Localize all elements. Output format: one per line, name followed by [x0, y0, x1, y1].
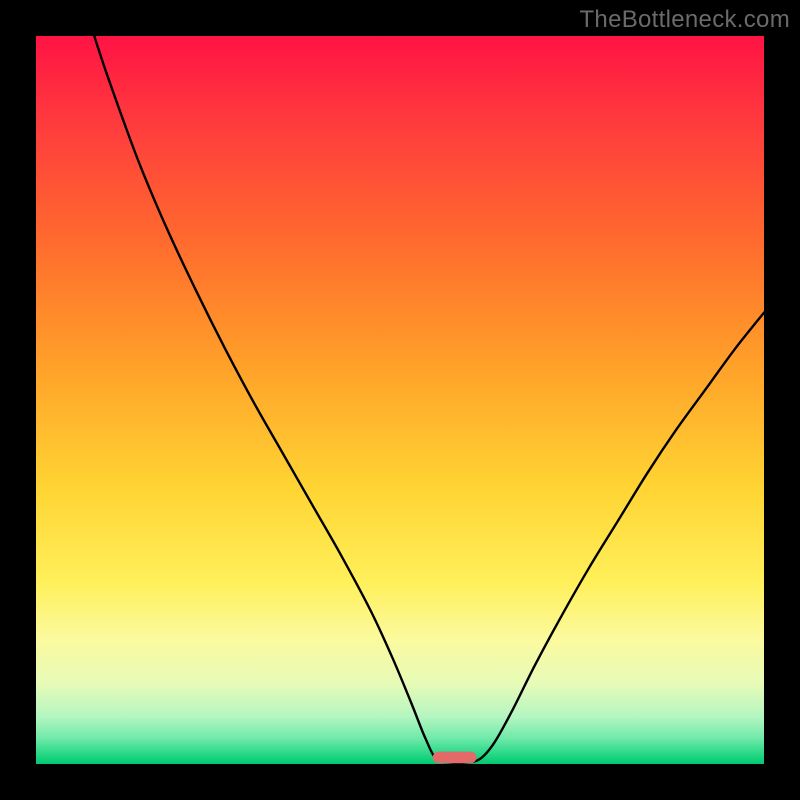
chart-stage: TheBottleneck.com	[0, 0, 800, 800]
plot-area	[36, 36, 764, 764]
optimal-balance-marker	[433, 752, 477, 764]
bottleneck-chart	[0, 0, 800, 800]
watermark-text: TheBottleneck.com	[579, 6, 790, 34]
